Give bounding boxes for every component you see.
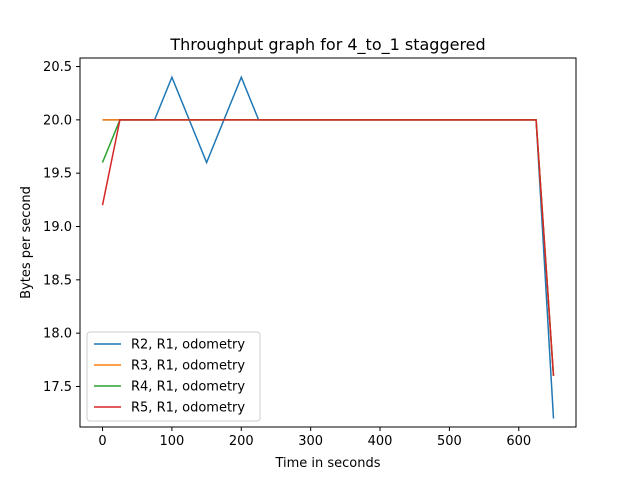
legend-label-3: R4, R1, odometry [131,380,245,395]
y-tick-label: 19.0 [43,220,72,235]
y-tick-label: 17.5 [43,380,72,395]
legend-label-4: R5, R1, odometry [131,401,245,416]
legend-box [86,331,261,422]
x-tick-label: 500 [437,434,462,449]
y-tick-label: 20.0 [43,113,72,128]
legend-label-1: R2, R1, odometry [131,338,245,353]
y-tick-label: 19.5 [43,167,72,182]
x-tick-label: 200 [229,434,254,449]
plot-area [101,75,555,419]
x-tick-label: 100 [160,434,185,449]
series-line-4 [101,119,555,376]
chart-title: Throughput graph for 4_to_1 staggered [169,35,485,55]
plot-frame [79,57,577,428]
x-axis-label: Time in seconds [274,456,380,471]
y-tick-label: 18.5 [43,273,72,288]
x-tick-label: 300 [298,434,323,449]
y-tick-label: 18.0 [43,327,72,342]
axis-ticks: 0 100 200 300 400 500 600 17.5 18.0 18.5 19.0 19.5 2… [43,60,531,449]
y-tick-label: 20.5 [43,60,72,75]
legend: R2, R1, odometry R3, R1, odometry R4, R1, … [86,331,261,422]
legend-label-2: R3, R1, odometry [131,359,245,374]
x-tick-label: 0 [98,434,106,449]
x-tick-label: 400 [368,434,393,449]
x-tick-label: 600 [506,434,531,449]
y-axis-label: Bytes per second [19,186,34,299]
